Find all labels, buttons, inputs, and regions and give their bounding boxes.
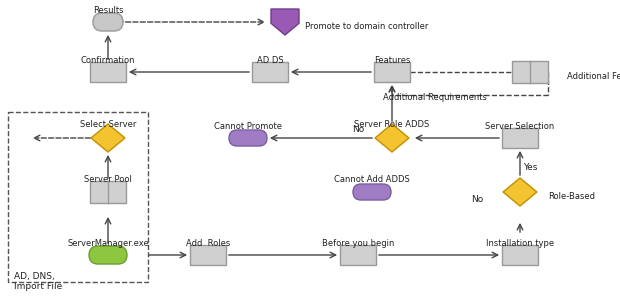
FancyBboxPatch shape [89,246,127,264]
Text: ServerManager.exe: ServerManager.exe [67,239,149,248]
FancyBboxPatch shape [93,13,123,31]
FancyBboxPatch shape [90,62,126,82]
Text: Add  Roles: Add Roles [186,239,230,248]
Polygon shape [271,9,299,35]
Text: Cannot Add ADDS: Cannot Add ADDS [334,175,410,184]
Text: AD DS: AD DS [257,56,283,65]
Text: AD, DNS,
Import File: AD, DNS, Import File [14,272,62,291]
Text: Cannot Promote: Cannot Promote [214,122,282,131]
Text: Additional Requirements: Additional Requirements [383,92,487,102]
Text: Before you begin: Before you begin [322,239,394,248]
Text: Server Role ADDS: Server Role ADDS [355,120,430,129]
Bar [8,112,148,282]
FancyBboxPatch shape [502,245,538,265]
FancyBboxPatch shape [340,245,376,265]
FancyBboxPatch shape [90,181,126,203]
Text: Installation type: Installation type [486,239,554,248]
FancyBboxPatch shape [502,128,538,148]
Text: Features: Features [374,56,410,65]
Polygon shape [91,124,125,152]
FancyBboxPatch shape [353,184,391,200]
Polygon shape [375,124,409,152]
Text: Promote to domain controller: Promote to domain controller [305,22,428,31]
Text: Results: Results [93,6,123,15]
FancyBboxPatch shape [512,61,548,83]
Text: Role-Based: Role-Based [548,192,595,201]
Text: No: No [471,196,483,204]
FancyBboxPatch shape [374,62,410,82]
Text: No: No [352,126,364,134]
Text: Additional Features: Additional Features [567,72,620,81]
FancyBboxPatch shape [229,130,267,146]
Text: Server Pool: Server Pool [84,175,132,184]
FancyBboxPatch shape [252,62,288,82]
Text: Yes: Yes [523,164,537,173]
Text: Select Server: Select Server [80,120,136,129]
Text: Server Selection: Server Selection [485,122,555,131]
Text: Confirmation: Confirmation [81,56,135,65]
Polygon shape [503,178,537,206]
FancyBboxPatch shape [190,245,226,265]
